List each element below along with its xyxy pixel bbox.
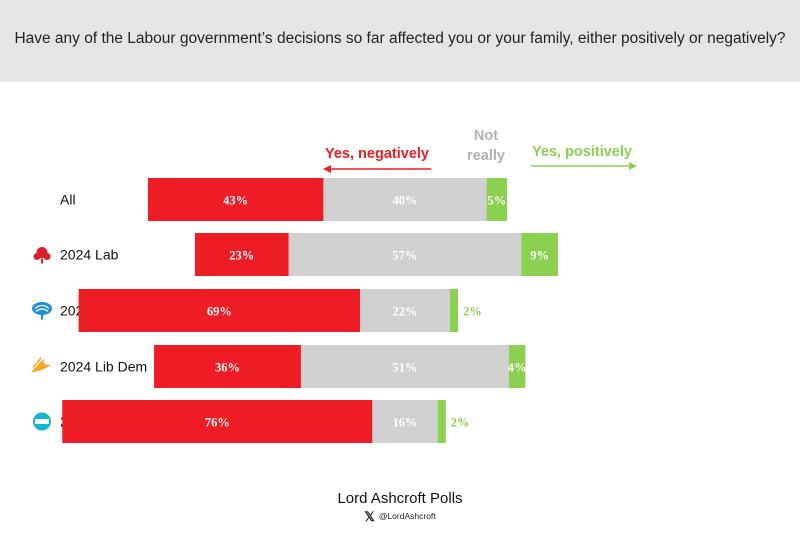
bar-segment-not-really bbox=[323, 178, 487, 221]
conservative-tree-icon bbox=[32, 302, 52, 320]
data-label-positive: 5% bbox=[487, 194, 506, 208]
legend-label-positive: Yes, positively bbox=[532, 144, 632, 160]
bar-row-2024-con: 2024 Con69%22%2% bbox=[32, 289, 482, 332]
x-logo-icon: 𝕏 bbox=[364, 509, 375, 524]
data-label-negative: 36% bbox=[215, 361, 240, 375]
legend-label-not-really: Not really bbox=[467, 128, 505, 164]
category-label: 2024 Lab bbox=[60, 247, 119, 263]
data-label-positive: 4% bbox=[508, 361, 527, 375]
bar-segment-positive bbox=[521, 233, 558, 276]
legend-not-really: Not really bbox=[467, 128, 505, 164]
bar-segment-not-really bbox=[360, 289, 450, 332]
data-label-positive: 9% bbox=[530, 249, 549, 263]
bar-segment-negative bbox=[78, 289, 361, 332]
bar-segment-negative bbox=[62, 400, 373, 443]
bar-segment-negative bbox=[154, 345, 301, 388]
footer-handle: @LordAshcroft bbox=[378, 511, 436, 521]
bar-row-2024-lab: 2024 Lab 23% 57% 9% bbox=[33, 233, 558, 276]
bar-segment-positive bbox=[449, 289, 459, 332]
bar-row-2024-ref: 2024 Ref76%16%2% bbox=[33, 400, 470, 443]
bar-segment-positive bbox=[509, 345, 526, 388]
legend-arrowhead-negative bbox=[323, 165, 331, 173]
data-label-negative: 76% bbox=[205, 416, 230, 430]
data-label-not-really: 22% bbox=[393, 305, 418, 319]
bar-row-2024-lib-dem: 2024 Lib Dem 36% 51% 4% bbox=[31, 345, 527, 388]
legend-label-negative: Yes, negatively bbox=[325, 146, 429, 162]
data-label-positive: 2% bbox=[463, 305, 482, 319]
bar-segment-negative bbox=[194, 233, 289, 276]
bar-segment-not-really bbox=[372, 400, 438, 443]
data-label-not-really: 57% bbox=[393, 249, 418, 263]
bar-segment-positive bbox=[437, 400, 446, 443]
data-label-not-really: 40% bbox=[393, 194, 418, 208]
bar-segment-positive bbox=[486, 178, 507, 221]
bar-row-all: All 43% 40% 5% bbox=[60, 178, 507, 221]
data-label-negative: 23% bbox=[229, 249, 254, 263]
footer-handle-line: 𝕏 @LordAshcroft bbox=[0, 509, 800, 525]
lib-dem-bird-icon bbox=[31, 357, 51, 373]
data-label-negative: 69% bbox=[207, 305, 232, 319]
footer-title: Lord Ashcroft Polls bbox=[337, 490, 463, 507]
question-header bbox=[0, 0, 800, 82]
reform-logo-icon bbox=[33, 412, 51, 431]
bar-segment-negative bbox=[147, 178, 324, 221]
category-label: All bbox=[60, 192, 76, 208]
legend-arrowhead-positive bbox=[629, 162, 637, 170]
legend-positive: Yes, positively bbox=[531, 144, 637, 170]
labour-rose-icon bbox=[33, 247, 51, 264]
data-label-negative: 43% bbox=[223, 194, 248, 208]
bar-segment-not-really bbox=[288, 233, 522, 276]
question-text: Have any of the Labour government’s deci… bbox=[14, 30, 786, 47]
category-label: 2024 Lib Dem bbox=[60, 359, 147, 375]
bar-segment-not-really bbox=[300, 345, 510, 388]
data-label-not-really: 16% bbox=[393, 416, 418, 430]
chart-legend: Yes, negatively Not really Yes, positively bbox=[323, 128, 637, 173]
legend-negative: Yes, negatively bbox=[323, 146, 431, 173]
data-label-positive: 2% bbox=[451, 416, 470, 430]
data-label-not-really: 51% bbox=[393, 361, 418, 375]
